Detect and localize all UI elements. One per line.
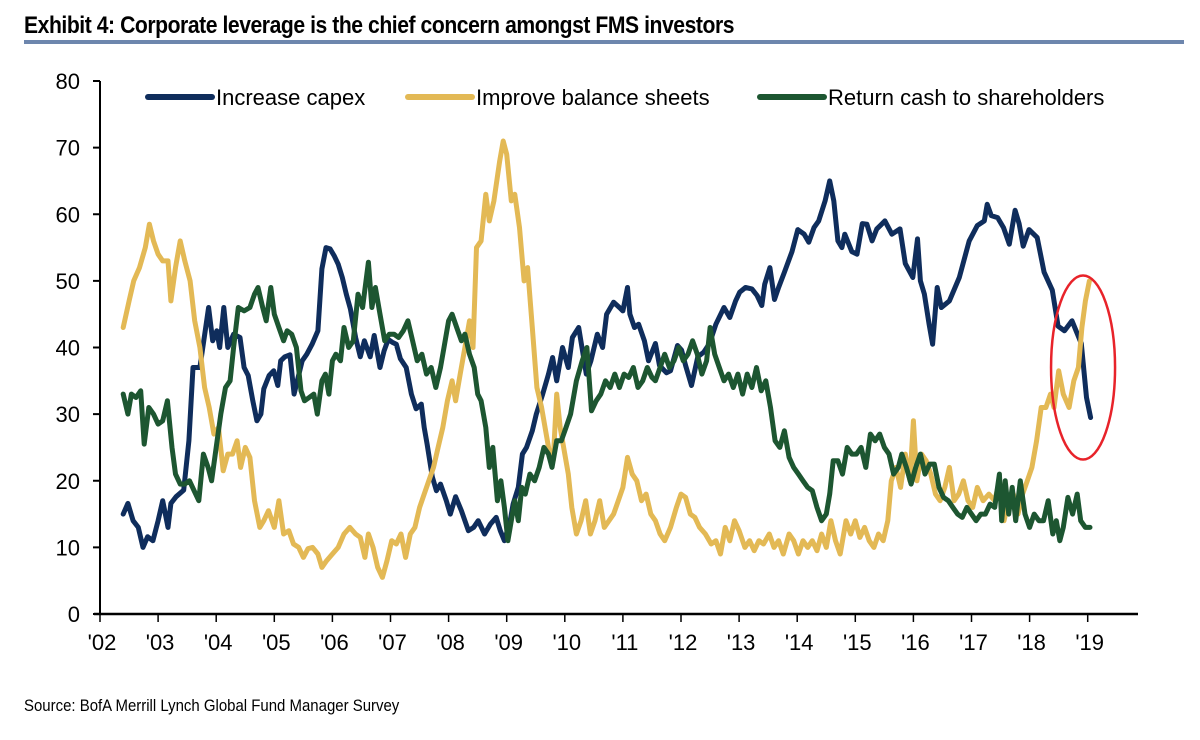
y-tick-label: 70 <box>56 136 80 161</box>
x-tick-label: '06 <box>320 630 349 655</box>
axes: 0 10 20 30 40 50 60 70 80 '02 '03 '04 '05 '06 '07 '08 '0… <box>56 69 1138 655</box>
x-tick-label: '09 <box>494 630 523 655</box>
x-tick-label: '18 <box>1017 630 1046 655</box>
y-tick-label: 30 <box>56 402 80 427</box>
x-tick-label: '08 <box>436 630 465 655</box>
x-tick-label: '14 <box>785 630 814 655</box>
y-tick-label: 0 <box>68 602 80 627</box>
highlight-ellipse <box>1049 274 1117 461</box>
x-tick-label: '04 <box>204 630 233 655</box>
y-tick-label: 20 <box>56 469 80 494</box>
x-tick-label: '07 <box>378 630 407 655</box>
legend-label: Improve balance sheets <box>476 85 710 110</box>
series-line-improve-balance-sheets <box>120 138 1092 580</box>
x-tick-label: '05 <box>262 630 291 655</box>
chart-title: Exhibit 4: Corporate leverage is the chi… <box>24 12 735 39</box>
x-tick-label: '15 <box>843 630 872 655</box>
series-layer <box>120 138 1094 580</box>
y-tick-label: 80 <box>56 69 80 94</box>
x-tick-label: '03 <box>146 630 175 655</box>
y-tick-label: 40 <box>56 336 80 361</box>
legend-label: Increase capex <box>216 85 365 110</box>
series-line-return-cash-to-shareholders <box>120 259 1093 544</box>
x-tick-label: '12 <box>669 630 698 655</box>
series-line-increase-capex <box>120 178 1094 550</box>
source-note: Source: BofA Merrill Lynch Global Fund M… <box>24 696 400 715</box>
x-tick-label: '19 <box>1075 630 1104 655</box>
x-tick-label: '16 <box>901 630 930 655</box>
legend-label: Return cash to shareholders <box>828 85 1104 110</box>
y-tick-label: 60 <box>56 202 80 227</box>
annotations <box>1049 274 1117 461</box>
x-tick-label: '13 <box>727 630 756 655</box>
x-tick-label: '02 <box>88 630 117 655</box>
x-tick-label: '10 <box>552 630 581 655</box>
x-tick-label: '17 <box>959 630 988 655</box>
y-tick-label: 50 <box>56 269 80 294</box>
legend: Increase capex Improve balance sheets Retu… <box>145 85 1104 110</box>
x-tick-label: '11 <box>611 630 638 655</box>
y-tick-label: 10 <box>56 535 80 560</box>
title-divider <box>24 40 1184 44</box>
